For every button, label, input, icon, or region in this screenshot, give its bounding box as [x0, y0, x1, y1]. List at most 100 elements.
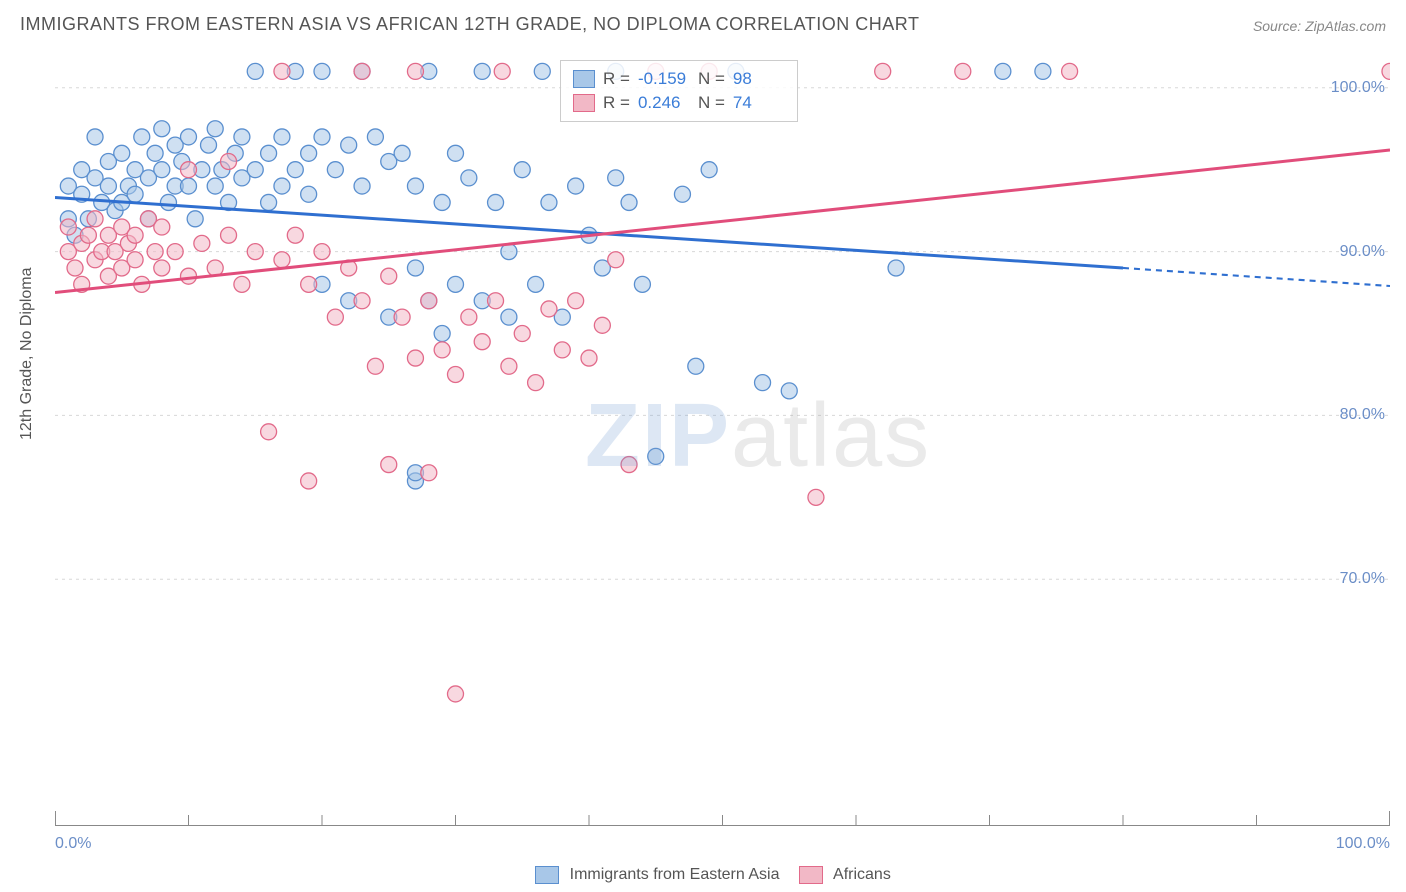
x-tick-label: 0.0% [55, 835, 91, 853]
data-point-eastern_asia [394, 145, 410, 161]
data-point-eastern_asia [1035, 63, 1051, 79]
data-point-africans [234, 276, 250, 292]
data-point-africans [261, 424, 277, 440]
data-point-eastern_asia [261, 145, 277, 161]
data-point-eastern_asia [274, 178, 290, 194]
data-point-eastern_asia [461, 170, 477, 186]
data-point-eastern_asia [634, 276, 650, 292]
watermark-part-1: ZIP [585, 386, 731, 486]
data-point-eastern_asia [501, 309, 517, 325]
data-point-africans [514, 326, 530, 342]
stats-r-label: R = [603, 67, 630, 91]
data-point-africans [60, 219, 76, 235]
data-point-eastern_asia [181, 178, 197, 194]
data-point-eastern_asia [434, 326, 450, 342]
data-point-africans [448, 686, 464, 702]
data-point-africans [167, 244, 183, 260]
data-point-africans [247, 244, 263, 260]
data-point-eastern_asia [247, 63, 263, 79]
data-point-eastern_asia [134, 129, 150, 145]
stats-n-label: N = [698, 91, 725, 115]
data-point-eastern_asia [314, 129, 330, 145]
legend-label-eastern_asia: Immigrants from Eastern Asia [570, 866, 780, 883]
watermark-part-2: atlas [731, 386, 931, 486]
data-point-africans [594, 317, 610, 333]
data-point-africans [1382, 63, 1390, 79]
data-point-eastern_asia [995, 63, 1011, 79]
data-point-africans [381, 268, 397, 284]
y-tick-label: 100.0% [1331, 79, 1385, 97]
data-point-africans [367, 358, 383, 374]
data-point-eastern_asia [534, 63, 550, 79]
data-point-africans [274, 63, 290, 79]
data-point-eastern_asia [127, 186, 143, 202]
data-point-eastern_asia [234, 129, 250, 145]
stats-swatch [573, 70, 595, 88]
y-tick-label: 80.0% [1340, 406, 1385, 424]
y-axis-label: 12th Grade, No Diploma [18, 267, 36, 440]
data-point-eastern_asia [688, 358, 704, 374]
x-tick-label: 100.0% [1336, 835, 1390, 853]
data-point-eastern_asia [367, 129, 383, 145]
data-point-eastern_asia [201, 137, 217, 153]
y-tick-label: 90.0% [1340, 243, 1385, 261]
data-point-eastern_asia [181, 129, 197, 145]
data-point-africans [154, 260, 170, 276]
data-point-eastern_asia [448, 276, 464, 292]
data-point-eastern_asia [448, 145, 464, 161]
data-point-africans [568, 293, 584, 309]
data-point-eastern_asia [541, 194, 557, 210]
data-point-africans [301, 473, 317, 489]
stats-n-value: 98 [733, 67, 785, 91]
data-point-africans [127, 252, 143, 268]
data-point-eastern_asia [621, 194, 637, 210]
data-point-africans [147, 244, 163, 260]
data-point-eastern_asia [608, 170, 624, 186]
data-point-africans [474, 334, 490, 350]
stats-row-eastern_asia: R = -0.159 N = 98 [573, 67, 785, 91]
data-point-africans [407, 350, 423, 366]
data-point-africans [608, 252, 624, 268]
data-point-eastern_asia [154, 121, 170, 137]
data-point-eastern_asia [514, 162, 530, 178]
data-point-africans [301, 276, 317, 292]
data-point-eastern_asia [314, 63, 330, 79]
data-point-africans [274, 252, 290, 268]
data-point-eastern_asia [488, 194, 504, 210]
data-point-africans [434, 342, 450, 358]
watermark: ZIPatlas [585, 385, 931, 488]
data-point-eastern_asia [327, 162, 343, 178]
stats-r-value: -0.159 [638, 67, 690, 91]
data-point-eastern_asia [261, 194, 277, 210]
data-point-africans [875, 63, 891, 79]
data-point-africans [314, 244, 330, 260]
data-point-eastern_asia [474, 63, 490, 79]
data-point-africans [127, 227, 143, 243]
bottom-legend: Immigrants from Eastern Asia Africans [0, 866, 1406, 884]
data-point-eastern_asia [287, 162, 303, 178]
data-point-africans [354, 293, 370, 309]
y-tick-label: 70.0% [1340, 570, 1385, 588]
data-point-africans [488, 293, 504, 309]
data-point-eastern_asia [154, 162, 170, 178]
data-point-eastern_asia [301, 145, 317, 161]
data-point-eastern_asia [100, 178, 116, 194]
legend-swatch-eastern_asia [535, 866, 559, 884]
stats-n-value: 74 [733, 91, 785, 115]
stats-swatch [573, 94, 595, 112]
data-point-africans [80, 227, 96, 243]
data-point-eastern_asia [674, 186, 690, 202]
data-point-eastern_asia [301, 186, 317, 202]
data-point-africans [221, 153, 237, 169]
data-point-eastern_asia [354, 178, 370, 194]
data-point-africans [421, 293, 437, 309]
data-point-africans [448, 366, 464, 382]
data-point-africans [194, 235, 210, 251]
source-attribution: Source: ZipAtlas.com [1253, 18, 1386, 34]
plot-area: ZIPatlas R = -0.159 N = 98 R = 0.246 N =… [55, 55, 1390, 826]
data-point-africans [808, 489, 824, 505]
data-point-africans [421, 465, 437, 481]
correlation-stats-box: R = -0.159 N = 98 R = 0.246 N = 74 [560, 60, 798, 122]
data-point-eastern_asia [114, 145, 130, 161]
legend-label-africans: Africans [833, 866, 891, 883]
